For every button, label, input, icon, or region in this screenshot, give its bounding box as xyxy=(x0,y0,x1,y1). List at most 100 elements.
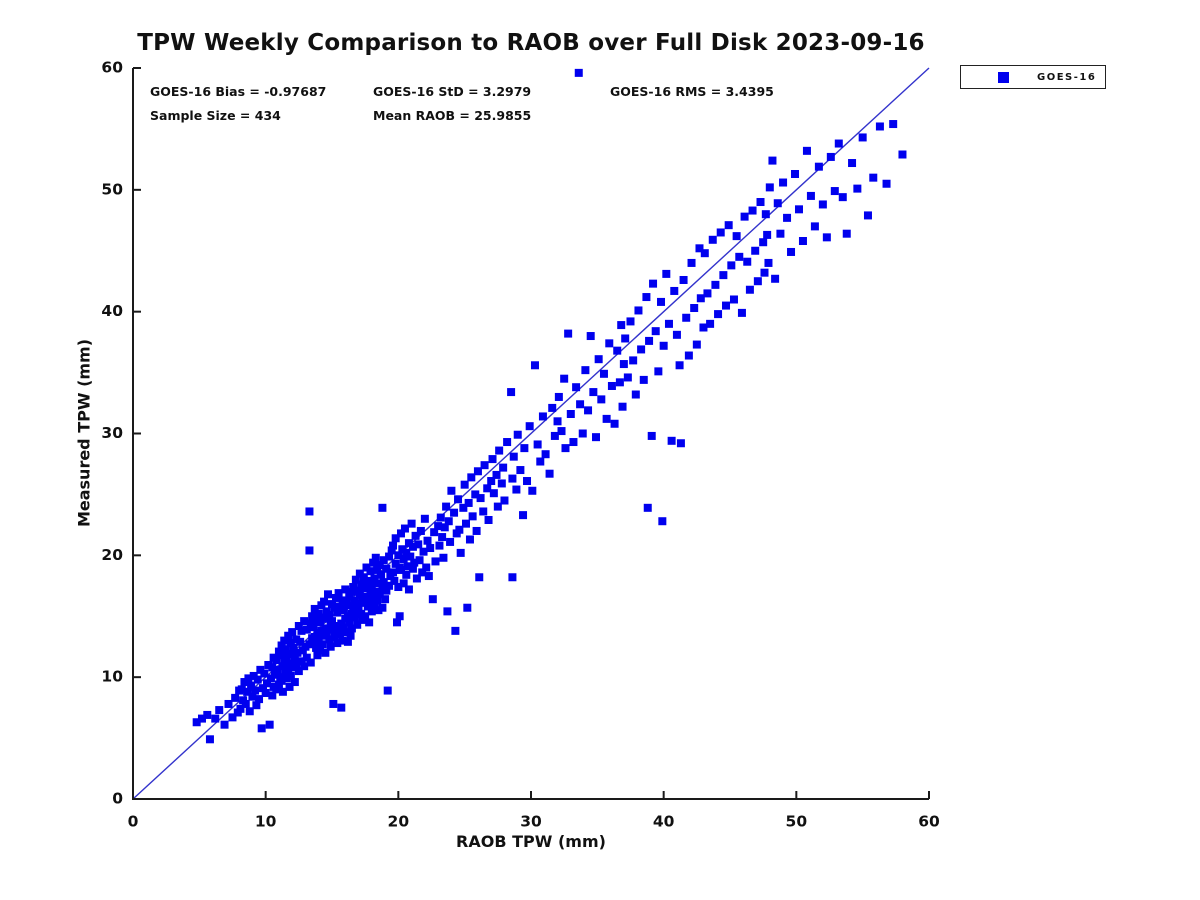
scatter-point xyxy=(613,346,622,355)
scatter-point xyxy=(461,519,470,528)
scatter-point xyxy=(257,724,266,733)
scatter-point xyxy=(863,211,872,220)
scatter-point xyxy=(370,574,379,583)
scatter-point xyxy=(621,334,630,343)
scatter-point xyxy=(497,479,506,488)
scatter-point xyxy=(898,150,907,159)
scatter-point xyxy=(361,612,370,621)
scatter-point xyxy=(538,412,547,421)
scatter-point xyxy=(464,498,473,507)
scatter-point xyxy=(732,232,741,241)
scatter-point xyxy=(472,526,481,535)
scatter-point xyxy=(761,210,770,219)
scatter-point xyxy=(508,474,517,483)
scatter-point xyxy=(330,632,339,641)
scatter-point xyxy=(280,658,289,667)
scatter-point xyxy=(330,603,339,612)
scatter-point xyxy=(667,436,676,445)
scatter-point xyxy=(316,646,325,655)
scatter-point xyxy=(367,607,376,616)
scatter-point xyxy=(814,162,823,171)
scatter-point xyxy=(292,660,301,669)
scatter-point xyxy=(645,336,654,345)
scatter-point xyxy=(783,213,792,222)
y-tick-label: 0 xyxy=(112,790,123,808)
scatter-point xyxy=(760,268,769,277)
scatter-point xyxy=(798,237,807,246)
scatter-point xyxy=(589,388,598,397)
scatter-point xyxy=(703,289,712,298)
scatter-point xyxy=(394,583,403,592)
scatter-point xyxy=(350,613,359,622)
scatter-point xyxy=(378,503,387,512)
scatter-point xyxy=(241,699,250,708)
scatter-point xyxy=(848,159,857,168)
scatter-point xyxy=(610,419,619,428)
scatter-point xyxy=(618,402,627,411)
scatter-point xyxy=(450,508,459,517)
scatter-point xyxy=(244,674,253,683)
scatter-point xyxy=(286,671,295,680)
scatter-point xyxy=(378,603,387,612)
scatter-point xyxy=(374,579,383,588)
scatter-point xyxy=(566,410,575,419)
scatter-point xyxy=(341,585,350,594)
scatter-point xyxy=(412,574,421,583)
scatter-point xyxy=(389,568,398,577)
scatter-point xyxy=(284,664,293,673)
scatter-point xyxy=(649,279,658,288)
scatter-point xyxy=(696,294,705,303)
stat-sample-size: Sample Size = 434 xyxy=(150,108,281,123)
scatter-point xyxy=(347,587,356,596)
scatter-point xyxy=(675,361,684,370)
scatter-point xyxy=(438,533,447,542)
legend: GOES-16 xyxy=(960,65,1106,89)
scatter-point xyxy=(393,618,402,627)
scatter-point xyxy=(297,657,306,666)
scatter-point xyxy=(516,466,525,475)
y-tick-label: 20 xyxy=(101,546,123,564)
scatter-point xyxy=(337,703,346,712)
scatter-point xyxy=(599,369,608,378)
scatter-point xyxy=(390,576,399,585)
scatter-point xyxy=(288,628,297,637)
scatter-point xyxy=(647,431,656,440)
scatter-point xyxy=(771,274,780,283)
scatter-point xyxy=(420,514,429,523)
scatter-point xyxy=(252,701,261,710)
scatter-point xyxy=(581,366,590,375)
scatter-point xyxy=(316,618,325,627)
scatter-point xyxy=(418,568,427,577)
scatter-point xyxy=(592,433,601,442)
scatter-point xyxy=(369,558,378,567)
y-tick-label: 30 xyxy=(101,424,123,442)
scatter-point xyxy=(347,624,356,633)
scatter-point xyxy=(370,601,379,610)
scatter-point xyxy=(236,704,245,713)
scatter-point xyxy=(806,191,815,200)
scatter-point xyxy=(408,542,417,551)
scatter-point xyxy=(722,301,731,310)
scatter-point xyxy=(605,339,614,348)
scatter-point xyxy=(759,238,768,247)
scatter-point xyxy=(268,663,277,672)
scatter-point xyxy=(286,639,295,648)
scatter-point xyxy=(297,626,306,635)
scatter-point xyxy=(634,306,643,315)
scatter-point xyxy=(192,718,201,727)
scatter-point xyxy=(375,590,384,599)
scatter-point xyxy=(363,576,372,585)
legend-label: GOES-16 xyxy=(1037,71,1097,83)
scatter-point xyxy=(875,122,884,131)
scatter-point xyxy=(550,431,559,440)
scatter-point xyxy=(428,595,437,604)
scatter-point xyxy=(253,675,262,684)
scatter-point xyxy=(682,313,691,322)
scatter-point xyxy=(473,467,482,476)
scatter-point xyxy=(509,452,518,461)
scatter-point xyxy=(346,631,355,640)
scatter-point xyxy=(408,564,417,573)
scatter-point xyxy=(247,681,256,690)
scatter-point xyxy=(367,581,376,590)
scatter-point xyxy=(602,414,611,423)
